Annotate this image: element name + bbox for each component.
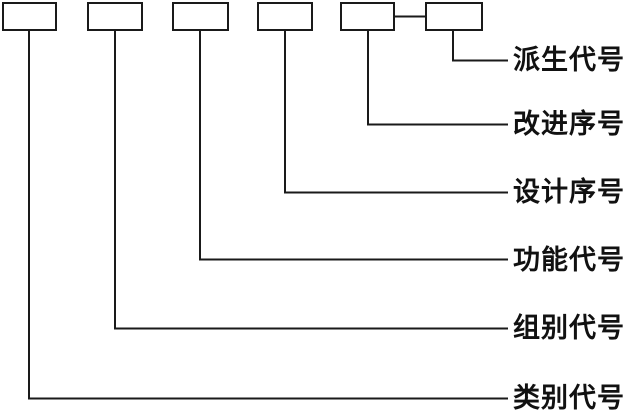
- label-function-code: 功能代号: [513, 245, 625, 275]
- leader-line-category-code: [28, 31, 508, 400]
- code-box-4: [257, 2, 313, 31]
- label-improvement-number: 改进序号: [513, 109, 625, 139]
- code-box-1: [2, 2, 57, 31]
- leader-line-improvement-number: [367, 31, 508, 126]
- code-box-6: [425, 2, 483, 31]
- label-category-code: 类别代号: [513, 383, 625, 413]
- leader-line-function-code: [199, 31, 508, 261]
- code-box-2: [87, 2, 143, 31]
- label-group-code: 组别代号: [513, 313, 625, 343]
- leader-line-derivative-code: [452, 31, 508, 62]
- label-design-number: 设计序号: [513, 177, 625, 207]
- leader-line-design-number: [284, 31, 508, 194]
- code-box-3: [172, 2, 229, 31]
- label-derivative-code: 派生代号: [513, 45, 625, 75]
- code-box-5: [340, 2, 395, 31]
- leader-line-group-code: [114, 31, 508, 330]
